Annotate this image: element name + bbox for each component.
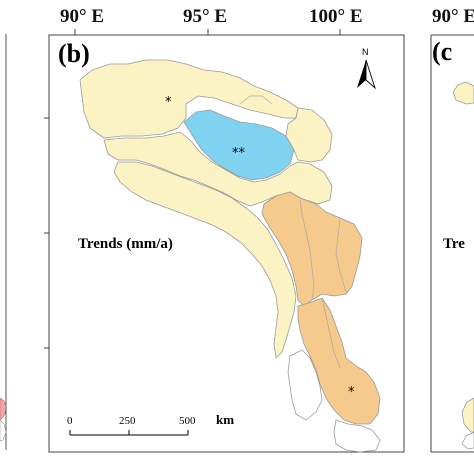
north-arrow-icon: N <box>357 47 376 90</box>
subdivision-line-4 <box>335 217 347 293</box>
north-arrow-left-half <box>357 60 366 88</box>
north-arrow-right-half <box>365 59 376 90</box>
subdivision-line-2 <box>299 199 315 301</box>
subdivision-line-3 <box>321 297 341 369</box>
basin-southwest-arm <box>113 161 297 359</box>
subdivision-line-1 <box>239 95 273 105</box>
scale-label-0: 0 <box>67 415 73 427</box>
panel-label-b: (b) <box>58 39 90 68</box>
tick-label-90e: 90° E <box>60 6 104 27</box>
frame-ticks <box>44 29 341 349</box>
left-panel-region-white <box>0 419 7 442</box>
left-panel-region-red <box>0 397 7 421</box>
tick-label-100e: 100° E <box>309 6 363 27</box>
right-legend-title-partial: Tre <box>443 236 465 252</box>
scale-bar: 0 250 500 km <box>67 412 234 436</box>
scale-unit: km <box>216 412 234 427</box>
basin-lake-region <box>183 109 295 181</box>
marker-lake-region: ** <box>232 146 246 161</box>
basin-nodata-west <box>287 349 323 421</box>
scale-label-500: 500 <box>179 415 196 427</box>
basin-middle-belt <box>103 131 333 207</box>
marker-upper-basin: * <box>165 95 172 110</box>
panel-label-c: (c <box>432 37 452 66</box>
scale-label-250: 250 <box>119 415 136 427</box>
legend-title: Trends (mm/a) <box>78 236 173 252</box>
right-panel-basin-lower <box>461 397 474 433</box>
left-panel-partial <box>0 34 7 450</box>
marker-lower-basin: * <box>348 385 355 400</box>
basin-nodata-south <box>333 419 381 453</box>
basin-upper-east <box>285 107 333 163</box>
right-panel-basin-upper <box>452 81 474 105</box>
right-panel-basin-nodata <box>461 431 474 450</box>
tick-label-95e: 95° E <box>183 6 227 27</box>
right-panel-partial: (c Tre <box>430 34 474 453</box>
north-letter: N <box>362 47 369 57</box>
basin-orange-north <box>261 191 363 307</box>
basin-upper-northwest <box>79 59 299 139</box>
center-panel-frame <box>48 34 405 453</box>
tick-label-90e-right: 90° E <box>432 6 474 27</box>
basin-orange-south <box>297 297 381 425</box>
